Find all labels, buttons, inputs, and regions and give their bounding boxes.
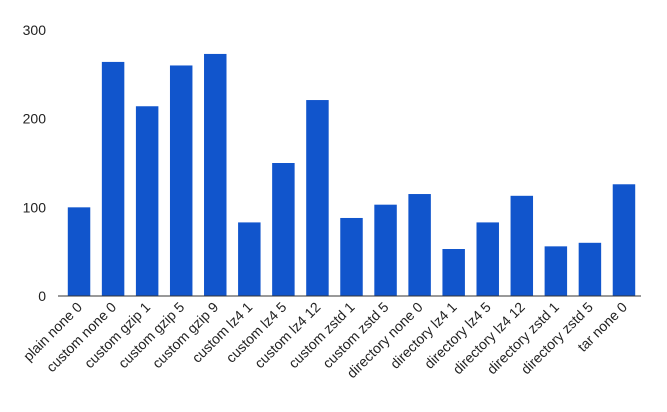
y-tick-label: 300 — [23, 22, 47, 38]
bar — [408, 194, 431, 296]
bar — [67, 207, 91, 296]
bar — [272, 163, 295, 296]
bar — [544, 246, 568, 296]
bar — [204, 53, 227, 296]
bar — [340, 217, 363, 296]
bar — [169, 65, 193, 296]
bar — [101, 61, 125, 296]
bar — [510, 195, 534, 296]
y-tick-label: 200 — [23, 111, 47, 127]
bar — [135, 106, 159, 297]
bar — [442, 249, 465, 296]
bar — [476, 222, 499, 296]
y-tick-label: 0 — [38, 288, 46, 304]
bar — [578, 242, 602, 296]
bar — [238, 222, 261, 296]
y-tick-label: 100 — [23, 199, 47, 215]
bar — [306, 100, 329, 297]
bar — [374, 204, 397, 296]
bar — [612, 184, 636, 296]
